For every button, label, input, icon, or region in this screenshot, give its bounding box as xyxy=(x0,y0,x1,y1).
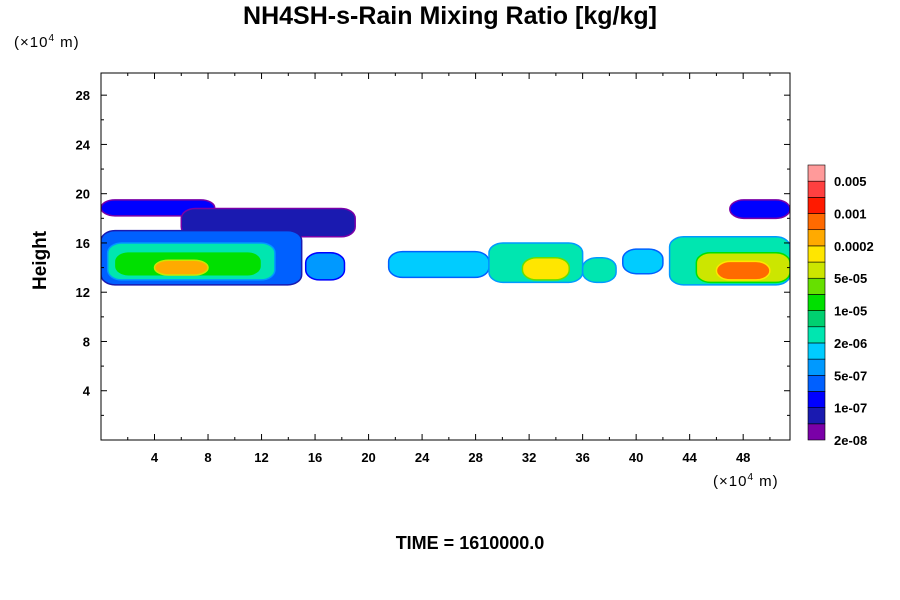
colorbar-swatch xyxy=(807,197,826,214)
colorbar-label: 2e-06 xyxy=(834,336,867,351)
y-tick-label: 16 xyxy=(76,236,90,251)
colorbar: 0.005 0.001 0.0002 5e-05 1e-05 2e-06 5e-07 1e-0… xyxy=(807,164,874,448)
colorbar-swatch xyxy=(807,310,826,328)
colorbar-label: 1e-05 xyxy=(834,304,867,319)
x-tick-label: 8 xyxy=(204,450,211,465)
heatmap-region xyxy=(153,259,209,276)
plot-frame xyxy=(100,72,791,441)
heatmap-region xyxy=(387,250,490,279)
colorbar-label: 2e-08 xyxy=(834,433,867,448)
heatmap-regions xyxy=(101,199,790,286)
heatmap-region xyxy=(521,256,571,281)
colorbar-swatch xyxy=(807,358,826,376)
colorbar-swatch xyxy=(807,245,826,263)
y-axis: 4 8 12 16 20 24 28 xyxy=(76,88,790,416)
x-tick-label: 20 xyxy=(361,450,375,465)
x-tick-label: 48 xyxy=(736,450,750,465)
y-unit-suffix: m) xyxy=(55,34,80,51)
colorbar-swatch xyxy=(807,229,826,247)
heatmap-region xyxy=(729,199,790,220)
y-tick-label: 20 xyxy=(76,187,90,202)
x-tick-label: 4 xyxy=(151,450,159,465)
x-tick-label: 40 xyxy=(629,450,643,465)
colorbar-swatch xyxy=(807,180,826,198)
x-tick-label: 12 xyxy=(254,450,268,465)
colorbar-label: 1e-07 xyxy=(834,401,867,416)
y-tick-label: 28 xyxy=(76,88,90,103)
x-tick-label: 24 xyxy=(415,450,430,465)
colorbar-swatch xyxy=(807,213,826,231)
x-tick-label: 36 xyxy=(575,450,589,465)
heatmap-region xyxy=(581,256,617,284)
y-unit-prefix: (×10 xyxy=(14,34,49,51)
y-tick-label: 24 xyxy=(76,137,91,152)
colorbar-swatch xyxy=(807,423,826,441)
colorbar-label: 0.0002 xyxy=(834,239,874,254)
colorbar-swatch xyxy=(807,391,826,408)
heatmap-region xyxy=(304,252,346,281)
colorbar-label: 0.005 xyxy=(834,174,867,189)
x-tick-label: 44 xyxy=(682,450,697,465)
colorbar-swatch xyxy=(807,261,826,279)
chart-title: NH4SH-s-Rain Mixing Ratio [kg/kg] xyxy=(243,2,657,30)
x-unit-suffix: m) xyxy=(754,473,779,490)
y-tick-label: 4 xyxy=(83,384,91,399)
colorbar-swatch xyxy=(807,326,826,344)
colorbar-swatch xyxy=(807,342,826,360)
x-tick-label: 28 xyxy=(468,450,482,465)
y-tick-label: 12 xyxy=(76,285,90,300)
heatmap-region xyxy=(622,248,664,275)
colorbar-swatch xyxy=(807,164,826,182)
x-unit-exponent: 4 xyxy=(747,472,755,483)
x-tick-label: 16 xyxy=(308,450,322,465)
plot-area xyxy=(101,199,790,286)
y-tick-label: 8 xyxy=(83,334,90,349)
y-unit-exponent: 4 xyxy=(48,33,56,44)
colorbar-label: 5e-05 xyxy=(834,271,867,286)
colorbar-label: 5e-07 xyxy=(834,368,867,383)
x-axis-unit: (×104 m) xyxy=(713,472,779,490)
heatmap-region xyxy=(715,260,771,281)
y-axis-unit: (×104 m) xyxy=(14,33,80,51)
colorbar-swatch xyxy=(807,407,826,425)
colorbar-label: 0.001 xyxy=(834,207,867,222)
colorbar-swatch xyxy=(807,277,826,295)
x-axis: 4 8 12 16 20 24 28 32 36 40 44 48 xyxy=(127,73,771,465)
x-unit-prefix: (×10 xyxy=(713,473,748,490)
colorbar-swatch xyxy=(807,374,826,392)
colorbar-swatch xyxy=(807,294,826,311)
time-label: TIME = 1610000.0 xyxy=(395,533,545,553)
x-tick-label: 32 xyxy=(522,450,536,465)
